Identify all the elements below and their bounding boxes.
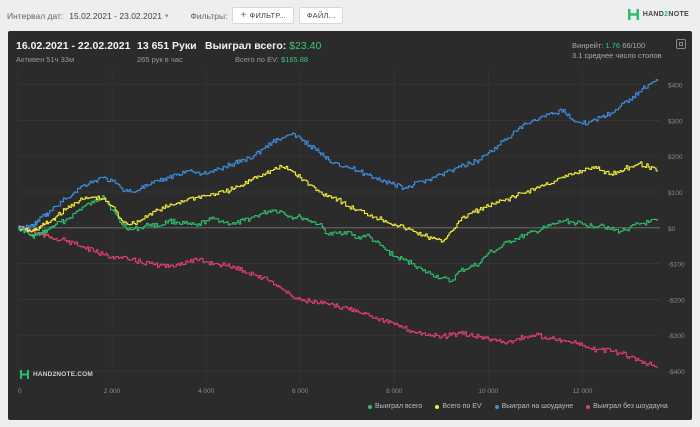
date-interval-label: Интервал дат:: [7, 10, 64, 21]
y-tick-label: $300: [668, 118, 683, 125]
summary-date-range: 16.02.2021 - 22.02.2021: [16, 40, 131, 52]
ev-total-label: Всего по EV:: [235, 55, 279, 64]
series-line-non-showdown: [18, 225, 659, 368]
x-tick-label: 8 000: [386, 388, 403, 395]
legend-label-ev: Всего по EV: [442, 403, 482, 410]
y-tick-label: -$400: [668, 369, 685, 376]
summary-hands: 13 651 Руки 265 рук в час: [137, 40, 197, 64]
brand-name-c: NOTE: [668, 11, 689, 18]
date-interval-value: 15.02.2021 - 23.02.2021: [69, 10, 162, 21]
x-tick-label: 10 000: [478, 388, 498, 395]
y-tick-label: -$200: [668, 297, 685, 304]
y-tick-label: $0: [668, 226, 676, 233]
legend-label-non-showdown: Выиграл без шоудауна: [593, 403, 668, 410]
y-tick-label: $200: [668, 154, 683, 161]
legend-dot-showdown: [494, 404, 499, 409]
expand-icon[interactable]: [676, 39, 686, 49]
winrate-label: Винрейт:: [572, 41, 604, 50]
file-button-label: ФАЙЛ...: [306, 11, 336, 20]
y-tick-label: -$300: [668, 333, 685, 340]
y-tick-label: $400: [668, 83, 683, 90]
legend-label-showdown: Выиграл на шоудауне: [501, 403, 574, 410]
x-tick-label: 6 000: [292, 388, 309, 395]
winrate-value: 1.76: [605, 41, 621, 50]
summary-winrate: Винрейт: 1.76 66/100 3.1 среднее число с…: [572, 41, 662, 61]
won-total-label: Выиграл всего:: [205, 40, 287, 52]
filters-label: Фильтры:: [190, 10, 228, 21]
legend-item-ev[interactable]: Всего по EV: [435, 403, 482, 410]
results-chart: $400 $300 $200 $100 $0 -$100 -$200 -$300 -$400 0…: [17, 71, 685, 395]
filter-button[interactable]: + ФИЛЬТР...: [232, 7, 294, 24]
summary-period: 16.02.2021 - 22.02.2021 Активен 51ч 33м: [16, 40, 130, 64]
chevron-down-icon: ▾: [164, 12, 169, 20]
chart-watermark: HAND2NOTE.COM: [20, 370, 93, 379]
top-toolbar: Интервал дат: 15.02.2021 - 23.02.2021 ▾ …: [0, 0, 700, 31]
x-tick-label: 2 000: [104, 388, 121, 395]
ev-total-value: $165.88: [280, 55, 309, 64]
brand-name-a: HAND: [642, 11, 665, 18]
legend-dot-won: [368, 404, 372, 409]
brand-name-b: 2: [664, 11, 669, 18]
won-total-value: $23.40: [289, 40, 322, 52]
legend-dot-ev: [435, 404, 440, 409]
x-tick-label: 12 000: [572, 388, 592, 395]
x-tick-label: 4 000: [198, 388, 215, 395]
tables-average: 3.1 среднее число столов: [572, 51, 662, 60]
summary-active-time: Активен 51ч 33м: [16, 55, 75, 64]
legend-item-showdown[interactable]: Выиграл на шоудауне: [494, 403, 574, 410]
hand2note-watermark-icon: [20, 370, 29, 379]
winrate-rest: 66/100: [622, 41, 646, 50]
watermark-text: HAND2NOTE.COM: [33, 371, 94, 378]
y-tick-label: -$100: [668, 262, 685, 269]
series-line-ev: [18, 161, 659, 243]
date-interval-dropdown[interactable]: 15.02.2021 - 23.02.2021 ▾: [69, 11, 168, 21]
filter-button-label: ФИЛЬТР...: [249, 11, 286, 20]
brand-logo: HAND2NOTE: [627, 9, 689, 20]
summary-hands-rate: 265 рук в час: [137, 55, 183, 64]
file-button[interactable]: ФАЙЛ...: [298, 7, 344, 24]
series-line-showdown: [18, 79, 659, 230]
x-tick-label: 0: [18, 388, 22, 395]
legend-item-won[interactable]: Выиграл всего: [368, 403, 422, 410]
summary-hands-count: 13 651 Руки: [137, 40, 197, 52]
legend-label-won: Выиграл всего: [375, 403, 423, 410]
legend-dot-non-showdown: [586, 404, 591, 409]
summary-winnings: Выиграл всего: $23.40 Всего по EV: $165.…: [205, 40, 321, 64]
graph-panel: $400 $300 $200 $100 $0 -$100 -$200 -$300 -$400 0…: [8, 31, 692, 420]
plus-icon: +: [240, 9, 247, 21]
hand2note-logo-icon: [627, 9, 639, 20]
chart-legend: Выиграл всего Всего по EV Выиграл на шоу…: [368, 403, 668, 410]
y-tick-label: $100: [668, 190, 683, 197]
legend-item-non-showdown[interactable]: Выиграл без шоудауна: [586, 403, 668, 410]
series-line-won: [18, 195, 659, 283]
